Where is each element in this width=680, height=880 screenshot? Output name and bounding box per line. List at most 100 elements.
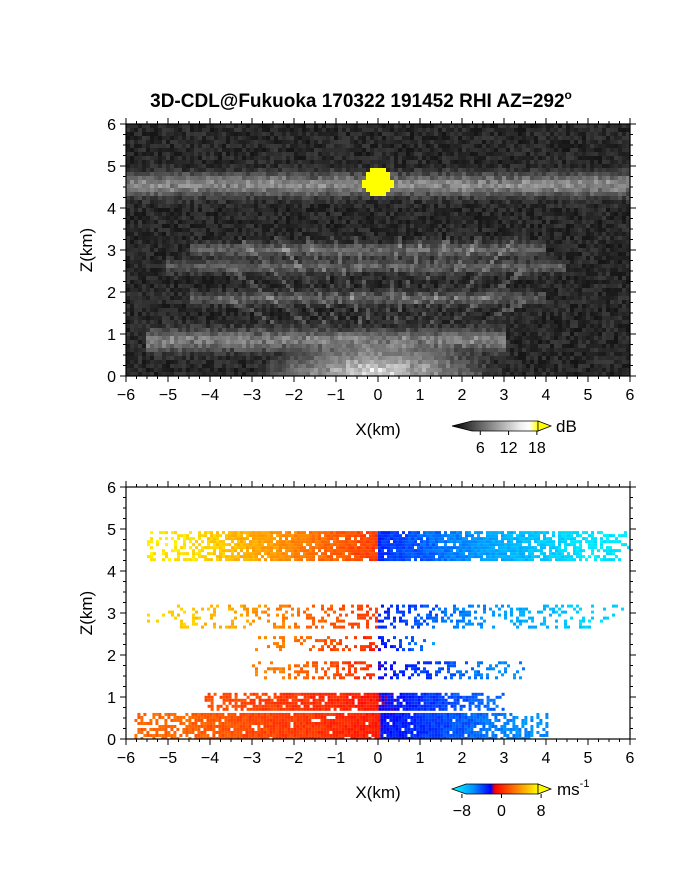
backscatter-cell <box>174 204 178 208</box>
backscatter-cell <box>226 172 230 176</box>
backscatter-cell <box>134 268 138 272</box>
backscatter-cell <box>398 228 402 232</box>
backscatter-cell <box>478 260 482 264</box>
backscatter-cell <box>402 264 406 268</box>
backscatter-cell <box>610 224 614 228</box>
backscatter-cell <box>354 140 358 144</box>
backscatter-cell <box>142 280 146 284</box>
backscatter-cell <box>394 280 398 284</box>
backscatter-cell <box>206 276 210 280</box>
backscatter-cell <box>586 128 590 132</box>
backscatter-cell <box>398 236 402 240</box>
backscatter-cell <box>538 192 542 196</box>
backscatter-cell <box>482 136 486 140</box>
backscatter-cell <box>538 144 542 148</box>
backscatter-cell <box>350 272 354 276</box>
backscatter-cell <box>626 188 630 192</box>
backscatter-cell <box>350 248 354 252</box>
backscatter-cell <box>174 264 178 268</box>
backscatter-cell <box>406 192 410 196</box>
backscatter-cell <box>418 144 422 148</box>
backscatter-cell <box>314 128 318 132</box>
backscatter-cell <box>258 272 262 276</box>
backscatter-cell <box>550 192 554 196</box>
backscatter-cell <box>530 240 534 244</box>
backscatter-cell <box>314 140 318 144</box>
backscatter-cell <box>238 188 242 192</box>
backscatter-cell <box>586 196 590 200</box>
backscatter-cell <box>138 164 142 168</box>
backscatter-cell <box>346 132 350 136</box>
backscatter-cell <box>522 264 526 268</box>
backscatter-cell <box>450 232 454 236</box>
backscatter-cell <box>430 216 434 220</box>
backscatter-cell <box>214 208 218 212</box>
backscatter-cell <box>458 184 462 188</box>
backscatter-cell <box>254 260 258 264</box>
backscatter-cell <box>330 236 334 240</box>
backscatter-cell <box>570 276 574 280</box>
backscatter-cell <box>478 276 482 280</box>
backscatter-cell <box>586 220 590 224</box>
backscatter-cell <box>358 172 362 176</box>
backscatter-cell <box>318 132 322 136</box>
backscatter-cell <box>466 124 470 128</box>
backscatter-cell <box>330 180 334 184</box>
backscatter-cell <box>250 192 254 196</box>
backscatter-cell <box>554 268 558 272</box>
backscatter-cell <box>570 148 574 152</box>
backscatter-cell <box>434 152 438 156</box>
backscatter-cell <box>414 124 418 128</box>
backscatter-cell <box>314 224 318 228</box>
backscatter-cell <box>338 216 342 220</box>
backscatter-cell <box>278 136 282 140</box>
backscatter-cell <box>342 260 346 264</box>
backscatter-cell <box>226 220 230 224</box>
backscatter-cell <box>250 232 254 236</box>
backscatter-cell <box>162 252 166 256</box>
backscatter-cell <box>150 204 154 208</box>
backscatter-cell <box>538 236 542 240</box>
backscatter-cell <box>406 244 410 248</box>
backscatter-cell <box>130 268 134 272</box>
backscatter-cell <box>602 276 606 280</box>
backscatter-cell <box>590 268 594 272</box>
backscatter-cell <box>302 196 306 200</box>
backscatter-cell <box>346 136 350 140</box>
backscatter-cell <box>498 152 502 156</box>
backscatter-cell <box>182 252 186 256</box>
backscatter-cell <box>166 228 170 232</box>
backscatter-cell <box>386 148 390 152</box>
backscatter-cell <box>442 136 446 140</box>
backscatter-cell <box>426 244 430 248</box>
backscatter-cell <box>146 272 150 276</box>
backscatter-cell <box>242 160 246 164</box>
backscatter-cell <box>490 252 494 256</box>
backscatter-cell <box>514 172 518 176</box>
backscatter-cell <box>250 172 254 176</box>
backscatter-cell <box>402 224 406 228</box>
backscatter-cell <box>530 164 534 168</box>
backscatter-cell <box>322 152 326 156</box>
backscatter-cell <box>254 252 258 256</box>
backscatter-cell <box>510 256 514 260</box>
backscatter-cell <box>318 236 322 240</box>
backscatter-cell <box>358 156 362 160</box>
backscatter-cell <box>342 136 346 140</box>
backscatter-cell <box>270 172 274 176</box>
backscatter-cell <box>310 244 314 248</box>
backscatter-cell <box>390 220 394 224</box>
backscatter-cell <box>334 140 338 144</box>
backscatter-cell <box>474 160 478 164</box>
backscatter-cell <box>374 160 378 164</box>
backscatter-cell <box>238 252 242 256</box>
backscatter-cell <box>574 136 578 140</box>
backscatter-cell <box>282 148 286 152</box>
backscatter-cell <box>414 248 418 252</box>
backscatter-cell <box>250 156 254 160</box>
backscatter-cell <box>322 136 326 140</box>
backscatter-cell <box>570 176 574 180</box>
backscatter-cell <box>594 156 598 160</box>
backscatter-cell <box>462 176 466 180</box>
backscatter-cell <box>606 208 610 212</box>
